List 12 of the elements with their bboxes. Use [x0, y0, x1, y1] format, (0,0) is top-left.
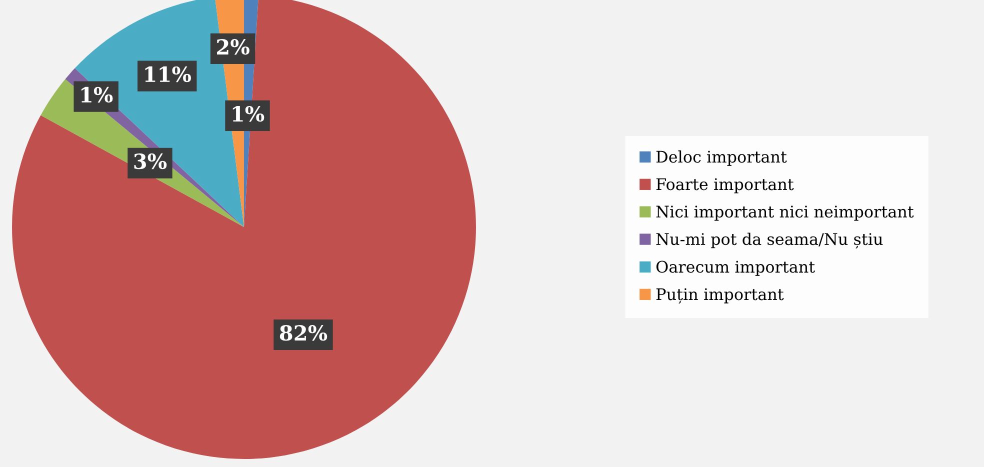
legend-label: Foarte important — [656, 178, 794, 194]
data-label: 82% — [280, 325, 328, 341]
data-label: 11% — [145, 66, 191, 82]
data-label: 2% — [217, 39, 250, 55]
legend-label: Nici important nici neimportant — [656, 206, 914, 221]
legend-label: Deloc important — [656, 150, 787, 166]
data-label: 3% — [134, 153, 167, 170]
data-label: 1% — [232, 106, 264, 122]
legend-label: Nu-mi pot da seama/Nu știu — [656, 232, 883, 248]
legend-label: Puțin important — [656, 288, 784, 304]
data-label: 1% — [81, 86, 113, 103]
legend-label: Oarecum important — [656, 260, 815, 276]
